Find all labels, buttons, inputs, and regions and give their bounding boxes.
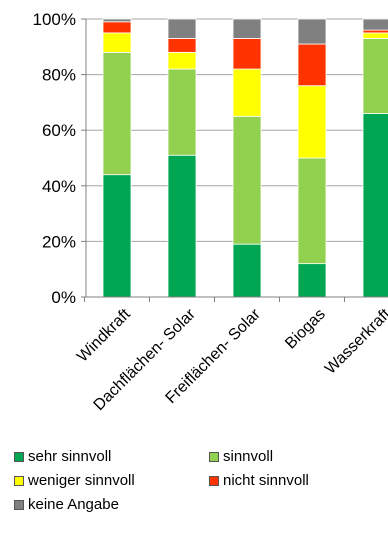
bar-segment: [102, 18, 132, 23]
legend-label: sinnvoll: [223, 448, 274, 465]
bar-segment: [102, 32, 132, 53]
bar-segment: [167, 38, 197, 53]
y-tick-label: 20%: [42, 232, 76, 251]
legend-label: weniger sinnvoll: [28, 472, 135, 489]
axes: [81, 18, 388, 302]
legend-swatch: [14, 451, 24, 462]
legend-item: keine Angabe: [14, 496, 119, 513]
y-tick-label: 60%: [42, 121, 76, 140]
bar-stacks: [102, 18, 388, 298]
y-tick-labels: 0% 20% 40% 60% 80% 100%: [33, 10, 76, 307]
bar-segment: [167, 51, 197, 70]
bar-segment: [362, 29, 388, 34]
legend-item: nicht sinnvoll: [209, 472, 309, 489]
bar-segment: [297, 263, 327, 298]
bar-segment: [297, 157, 327, 265]
x-tick-label: Biogas: [282, 306, 329, 353]
bar-segment: [232, 115, 262, 245]
bar-segment: [297, 43, 327, 87]
legend-label: sehr sinnvoll: [28, 448, 112, 465]
legend-label: nicht sinnvoll: [223, 472, 309, 489]
bar-segment: [102, 21, 132, 34]
y-tick-label: 0%: [51, 288, 76, 307]
bar-segment: [362, 113, 388, 298]
bar-segment: [362, 32, 388, 39]
bar-segment: [297, 18, 327, 45]
bar-segment: [167, 18, 197, 39]
legend-item: sinnvoll: [209, 448, 273, 465]
legend-label: keine Angabe: [28, 496, 119, 513]
bar-segment: [102, 51, 132, 176]
legend-swatch: [14, 499, 24, 510]
legend-swatch: [14, 475, 24, 486]
bar-segment: [102, 174, 132, 298]
legend-swatch: [209, 451, 219, 462]
legend-swatch: [209, 475, 219, 486]
y-tick-label: 100%: [33, 10, 76, 29]
bar-segment: [232, 38, 262, 70]
legend-item: weniger sinnvoll: [14, 472, 135, 489]
bar-segment: [167, 68, 197, 156]
bar-segment: [232, 243, 262, 298]
x-tick-label: Windkraft: [74, 305, 134, 365]
bar-segment: [362, 18, 388, 31]
bar-segment: [232, 18, 262, 39]
bar-segment: [232, 68, 262, 117]
y-tick-label: 40%: [42, 177, 76, 196]
x-tick-label: Wasserkraft: [322, 305, 388, 377]
bar-segment: [167, 154, 197, 298]
bar-segment: [297, 85, 327, 159]
y-tick-label: 80%: [42, 66, 76, 85]
legend-item: sehr sinnvoll: [14, 448, 111, 465]
bar-segment: [362, 38, 388, 114]
